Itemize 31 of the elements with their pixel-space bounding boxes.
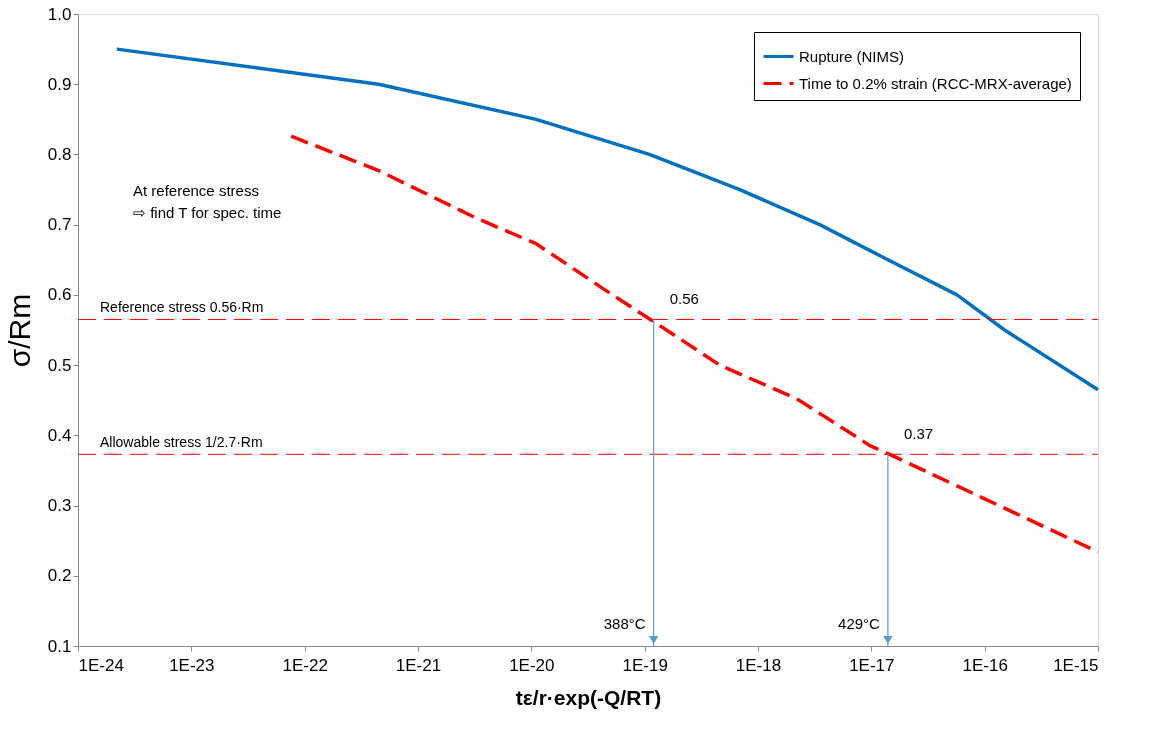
- y-tick-label: 0.2: [47, 566, 72, 586]
- x-tick-label: 1E-22: [282, 655, 328, 675]
- annotation: 0.37: [903, 425, 934, 443]
- x-tick-label: 1E-24: [78, 655, 124, 675]
- y-tick-label: 0.9: [47, 74, 72, 94]
- ref-line-label: Allowable stress 1/2.7·Rm: [100, 434, 263, 451]
- x-tick-label: 1E-18: [735, 655, 782, 675]
- y-tick-label: 1.0: [47, 4, 72, 24]
- x-tick-label: 1E-20: [509, 655, 555, 675]
- x-tick-label: 1E-23: [169, 655, 215, 675]
- y-tick-label: 0.1: [47, 636, 72, 656]
- legend-label: Time to 0.2% strain (RCC-MRX-average): [799, 74, 1072, 92]
- y-axis-title: σ/Rm: [2, 293, 36, 368]
- y-tick-label: 0.3: [47, 496, 72, 516]
- y-tick-label: 0.4: [47, 425, 72, 445]
- x-tick-label: 1E-15: [1053, 655, 1099, 675]
- x-tick-label: 1E-17: [849, 655, 895, 675]
- y-tick-label: 0.6: [47, 285, 72, 305]
- ref-line-label: Reference stress 0.56·Rm: [100, 299, 264, 316]
- y-tick-label: 0.8: [47, 144, 72, 164]
- y-tick-label: 0.7: [47, 215, 72, 235]
- x-axis-title: tε/r·exp(-Q/RT): [515, 685, 662, 709]
- x-tick-label: 1E-16: [962, 655, 1008, 675]
- annotation: 0.56: [669, 290, 699, 308]
- annotation: 388°C: [603, 615, 646, 632]
- x-tick-label: 1E-21: [395, 655, 442, 675]
- annotation: 429°C: [838, 615, 881, 632]
- legend-label: Rupture (NIMS): [799, 47, 905, 65]
- y-tick-label: 0.5: [47, 355, 72, 375]
- annotation: At reference stress ⇨ find T for spec. time: [133, 182, 282, 221]
- x-tick-label: 1E-19: [622, 655, 668, 675]
